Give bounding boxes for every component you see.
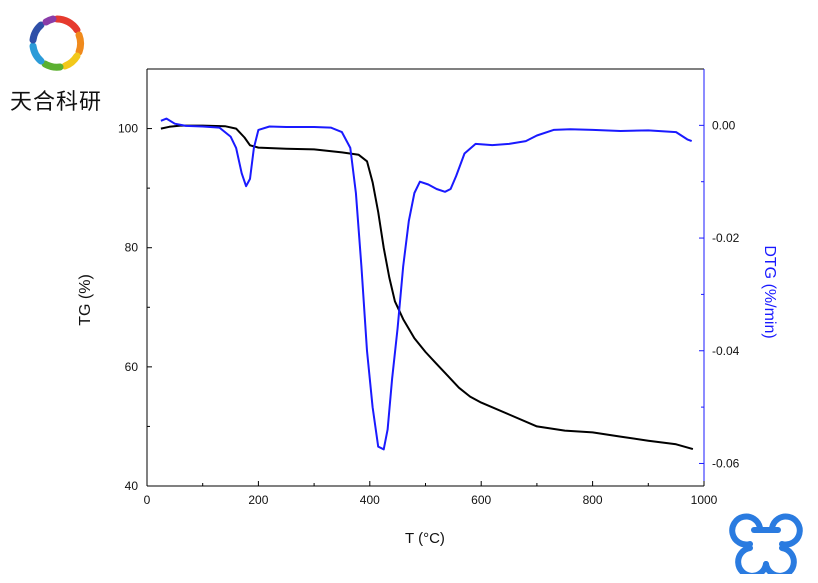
- x-axis-label: T (°C): [405, 530, 445, 547]
- y-right-tick-label: -0.06: [712, 456, 740, 470]
- brand-name: 天合科研: [10, 90, 103, 115]
- y-left-tick-label: 60: [125, 360, 139, 374]
- y-left-tick-label: 100: [118, 122, 138, 136]
- x-tick-label: 200: [248, 493, 268, 507]
- y-right-tick-label: -0.02: [712, 231, 740, 245]
- x-tick-label: 600: [471, 493, 491, 507]
- axes: 0 200 400 600 800 1000 40 60 80 100 0.00 -0.02 -0.04…: [118, 68, 740, 507]
- y-left-tick-label: 40: [125, 479, 139, 493]
- x-tick-label: 0: [144, 493, 151, 507]
- y-left-tick-label: 80: [125, 241, 139, 255]
- dtg-series-line: [160, 117, 693, 451]
- tg-series-line: [160, 124, 694, 451]
- x-tick-label: 800: [583, 493, 603, 507]
- y-axis-right-label: DTG (%/min): [761, 245, 778, 338]
- labels: T (°C) TG (%) DTG (%/min): [77, 245, 778, 547]
- y-axis-left-label: TG (%): [77, 274, 94, 326]
- corner-logo-icon: [724, 508, 808, 579]
- series-layer: [160, 117, 694, 451]
- y-right-tick-label: -0.04: [712, 344, 740, 358]
- x-tick-label: 1000: [691, 493, 718, 507]
- brand-logo-icon: [22, 8, 92, 83]
- x-tick-label: 400: [360, 493, 380, 507]
- y-right-tick-label: 0.00: [712, 118, 736, 132]
